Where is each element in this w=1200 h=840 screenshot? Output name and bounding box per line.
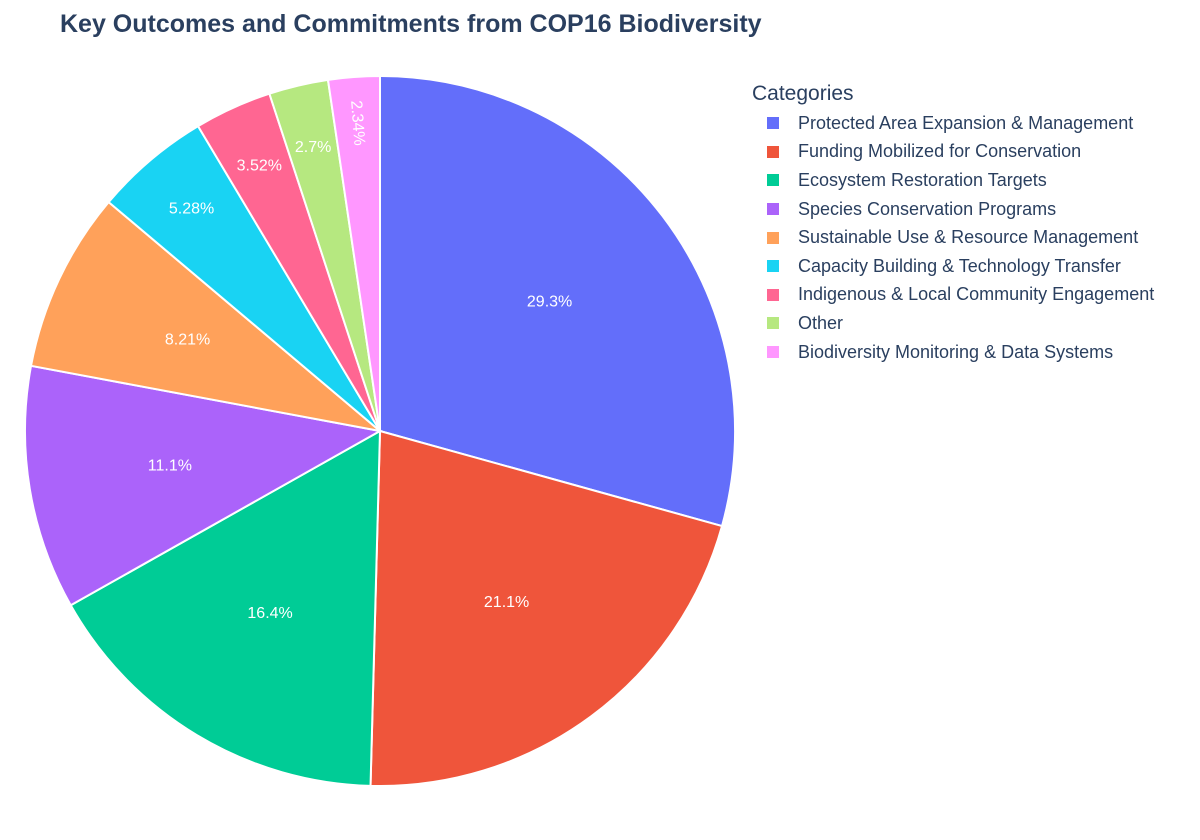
legend-label: Capacity Building & Technology Transfer (798, 255, 1121, 276)
legend-label: Sustainable Use & Resource Management (798, 227, 1139, 248)
legend: Categories Protected Area Expansion & Ma… (752, 80, 1154, 366)
legend-swatch (767, 288, 779, 301)
slice-label-species-conservation-programs: 11.1% (148, 457, 192, 474)
legend-swatch (767, 260, 779, 273)
pie-slice-biodiversity-monitoring-and-data-systems (326, 74, 381, 432)
slice-label-other: 2.7% (295, 139, 331, 156)
slice-label-sustainable-use-and-resource-management: 8.21% (165, 331, 210, 348)
legend-item-indigenous-and-local-community-engagement[interactable]: Indigenous & Local Community Engagement (752, 281, 1154, 310)
legend-swatch (767, 346, 779, 359)
pie-slice-funding-mobilized-for-conservation (369, 429, 724, 787)
pie-slice-protected-area-expansion-and-management (379, 74, 736, 528)
legend-swatch (767, 117, 779, 130)
legend-item-species-conservation-programs[interactable]: Species Conservation Programs (752, 195, 1154, 224)
pie-slice-ecosystem-restoration-targets (69, 429, 382, 787)
legend-items: Protected Area Expansion & Management Fun… (752, 109, 1154, 366)
slice-label-indigenous-and-local-community-engagement: 3.52% (237, 158, 282, 175)
legend-item-other[interactable]: Other (752, 309, 1154, 338)
legend-item-sustainable-use-and-resource-management[interactable]: Sustainable Use & Resource Management (752, 223, 1154, 252)
legend-label: Protected Area Expansion & Management (798, 112, 1134, 133)
legend-item-funding-mobilized-for-conservation[interactable]: Funding Mobilized for Conservation (752, 138, 1154, 167)
legend-title: Categories (752, 82, 854, 105)
pie-slices (24, 74, 736, 787)
slice-label-biodiversity-monitoring-and-data-systems: 2.34% (347, 100, 367, 147)
pie-chart: 29.3% 21.1% 16.4% 11.1% 8.21% 5.28% 3.52% 2.7% 2… (24, 74, 736, 787)
slice-label-ecosystem-restoration-targets: 16.4% (247, 605, 292, 622)
legend-swatch (767, 203, 779, 216)
legend-label: Species Conservation Programs (798, 198, 1057, 219)
legend-swatch (767, 317, 779, 330)
legend-item-protected-area-expansion-and-management[interactable]: Protected Area Expansion & Management (752, 109, 1154, 138)
legend-label: Other (798, 312, 844, 333)
legend-label: Ecosystem Restoration Targets (798, 169, 1047, 190)
legend-label: Biodiversity Monitoring & Data Systems (798, 341, 1114, 362)
legend-item-ecosystem-restoration-targets[interactable]: Ecosystem Restoration Targets (752, 166, 1154, 195)
pie-slice-species-conservation-programs (24, 364, 383, 607)
legend-item-capacity-building-and-technology-transfer[interactable]: Capacity Building & Technology Transfer (752, 252, 1154, 281)
legend-item-biodiversity-monitoring-and-data-systems[interactable]: Biodiversity Monitoring & Data Systems (752, 338, 1154, 367)
slice-label-protected-area-expansion-and-management: 29.3% (527, 294, 572, 311)
slice-label-funding-mobilized-for-conservation: 21.1% (484, 594, 529, 611)
legend-swatch (767, 231, 779, 244)
legend-label: Indigenous & Local Community Engagement (798, 284, 1155, 305)
legend-swatch (767, 174, 779, 187)
legend-label: Funding Mobilized for Conservation (798, 141, 1082, 162)
slice-label-capacity-building-and-technology-transfer: 5.28% (169, 201, 214, 218)
chart-title: Key Outcomes and Commitments from COP16 … (60, 10, 762, 38)
pie-labels: 29.3% 21.1% 16.4% 11.1% 8.21% 5.28% 3.52% 2.7% 2… (148, 100, 573, 622)
pie-slice-sustainable-use-and-resource-management (29, 200, 384, 433)
legend-swatch (767, 145, 779, 158)
